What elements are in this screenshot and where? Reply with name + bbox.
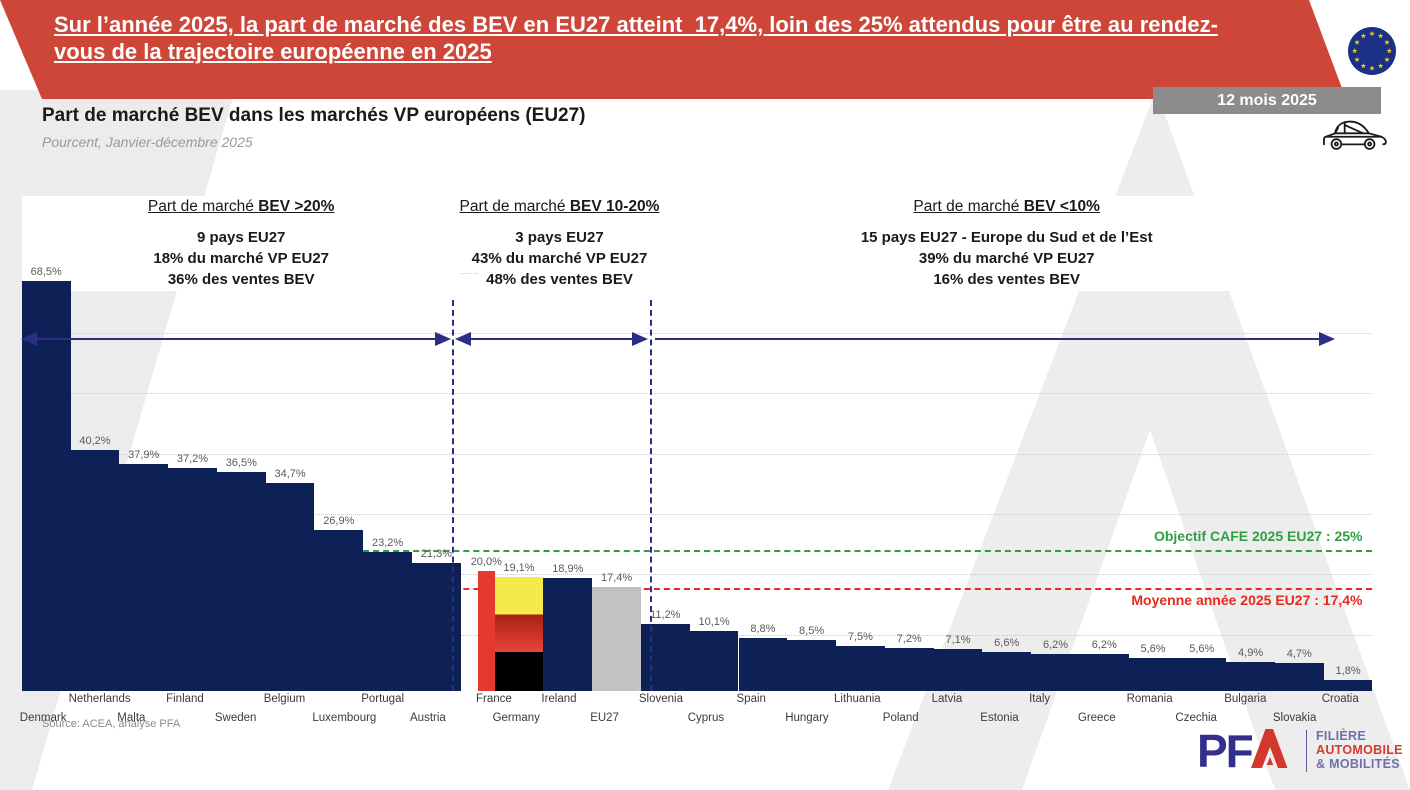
svg-text:PF: PF (1197, 727, 1253, 775)
